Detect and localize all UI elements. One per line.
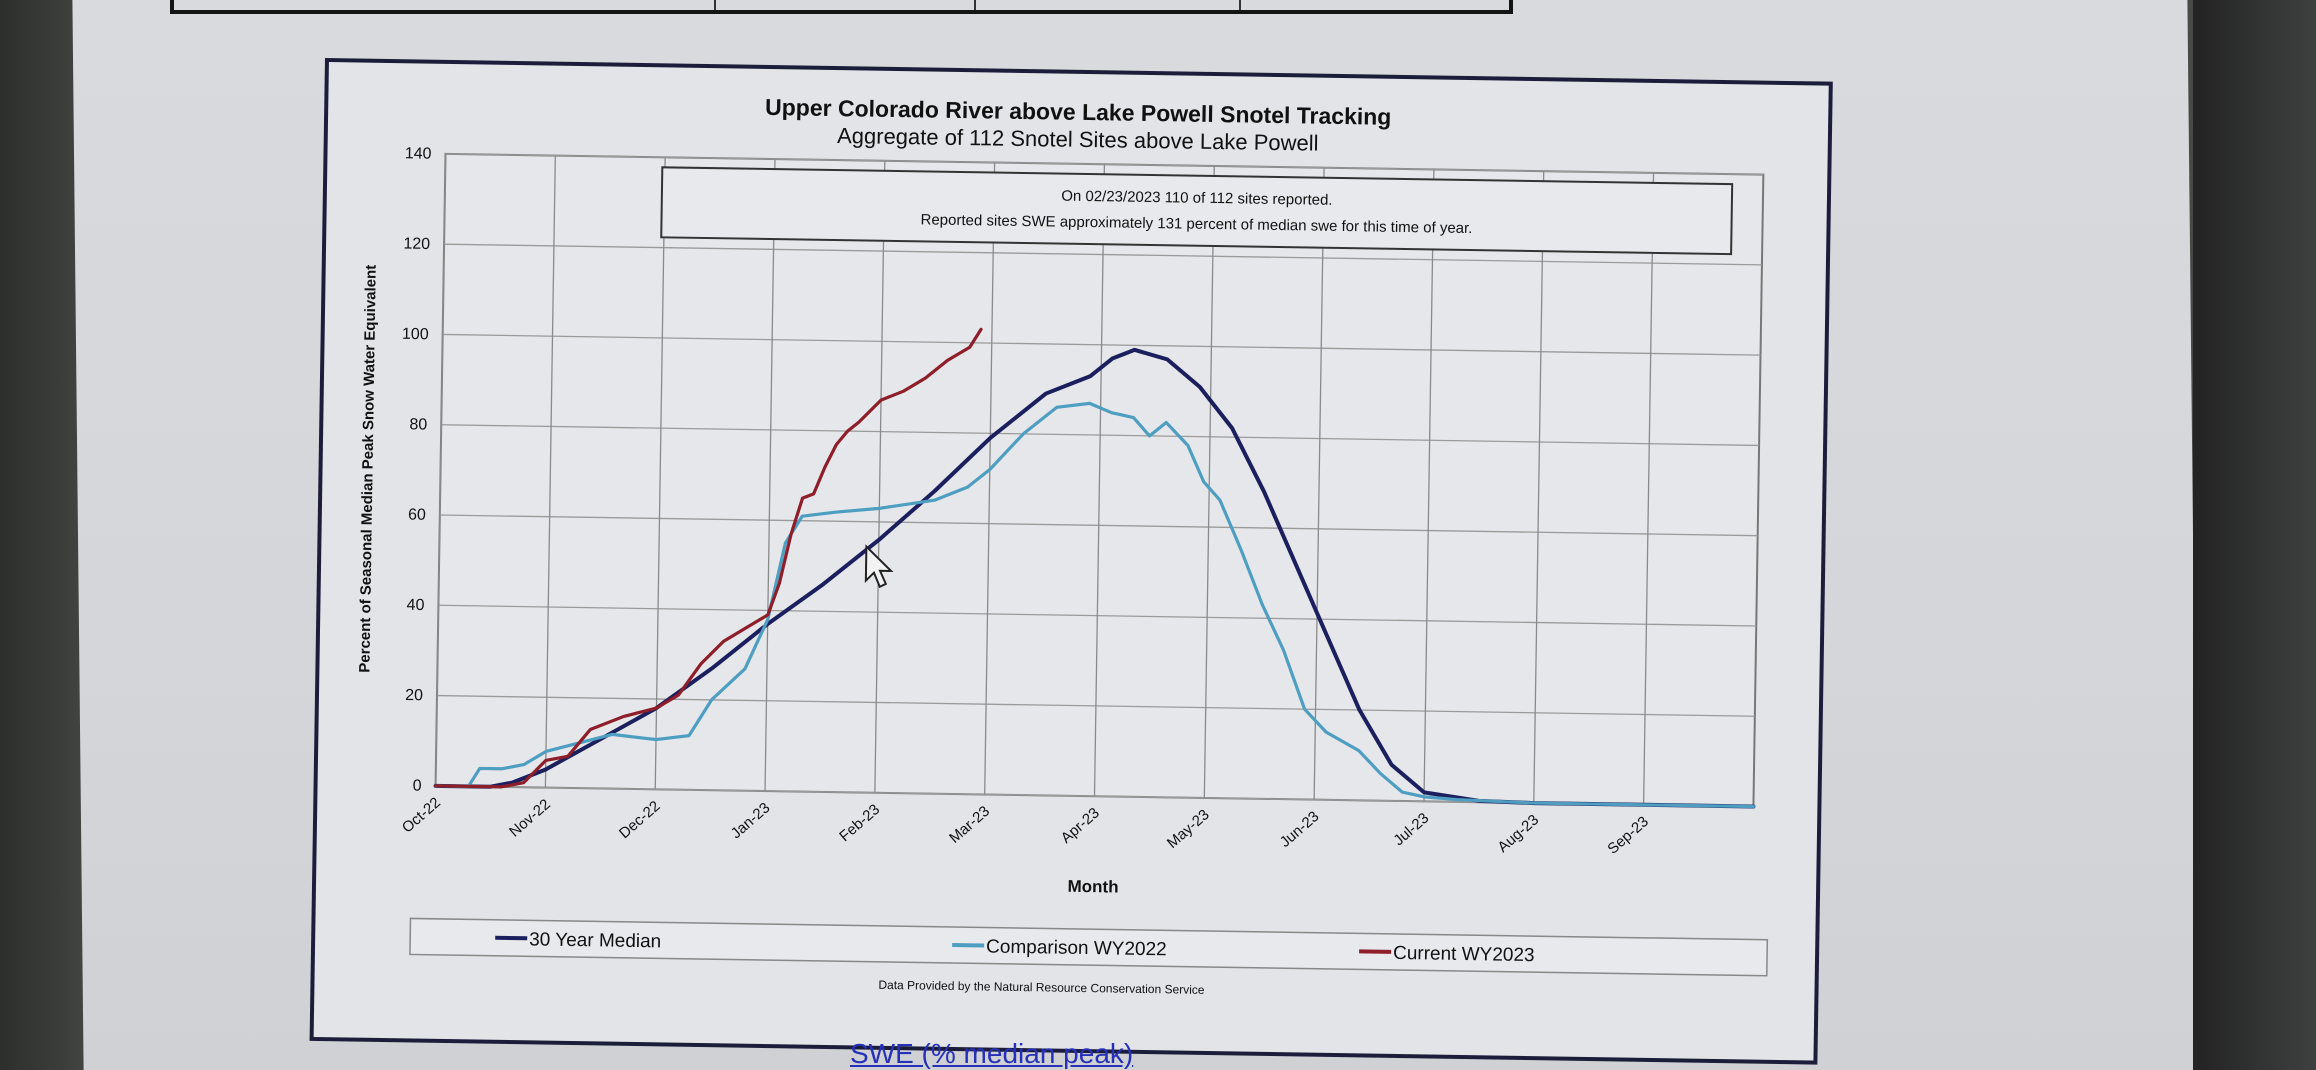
x-tick-labels: Oct-22 Nov-22 Dec-22 Jan-23 Feb-23 Mar-23 Apr-…: [399, 794, 1652, 858]
grid-line-x: [1313, 167, 1325, 800]
annotation-box: On 02/23/2023 110 of 112 sites reported.…: [660, 166, 1734, 256]
table-bottom-edge: [170, 0, 1513, 14]
grid-line-x: [1423, 169, 1435, 802]
x-tick-label: Sep-23: [1604, 813, 1652, 858]
grid-line-x: [544, 155, 556, 788]
legend: 30 Year Median Comparison WY2022 Current…: [409, 917, 1769, 977]
x-tick-label: Dec-22: [616, 798, 664, 843]
x-tick-label: May-23: [1164, 806, 1213, 852]
x-tick-label: Aug-23: [1494, 811, 1542, 856]
legend-label-comparison: Comparison WY2022: [986, 936, 1167, 960]
chart-subtitle: Aggregate of 112 Snotel Sites above Lake…: [837, 123, 1319, 156]
swe-median-peak-link[interactable]: SWE (% median peak): [850, 1038, 1134, 1069]
grid-line-x: [874, 160, 886, 793]
chart-frame: Upper Colorado River above Lake Powell S…: [309, 58, 1833, 1065]
snotel-chart: Upper Colorado River above Lake Powell S…: [356, 94, 1769, 997]
y-tick-label: 40: [406, 597, 424, 614]
grid-line-x: [654, 157, 666, 790]
x-tick-label: Jan-23: [728, 799, 774, 842]
y-axis-label: Percent of Seasonal Median Peak Snow Wat…: [356, 265, 379, 673]
annotation-line-1: On 02/23/2023 110 of 112 sites reported.: [1061, 188, 1333, 209]
grid-line-x: [1093, 164, 1106, 797]
legend-swatch-current: [1359, 949, 1392, 954]
legend-label-median: 30 Year Median: [529, 929, 661, 952]
y-tick-labels: 0 20 40 60 80 100 120 140: [402, 145, 432, 794]
data-source-note: Data Provided by the Natural Resource Co…: [878, 978, 1205, 997]
series-line-comparison: [433, 401, 1756, 809]
grid-line-x: [764, 159, 776, 792]
x-tick-label: Oct-22: [399, 794, 444, 836]
y-tick-label: 100: [402, 326, 429, 343]
x-tick-label: Jul-23: [1390, 810, 1432, 850]
legend-label-current: Current WY2023: [1393, 943, 1535, 966]
grid-line-x: [434, 153, 447, 786]
monitor-bezel: [2193, 0, 2316, 1070]
mouse-cursor-icon: [864, 544, 894, 589]
x-tick-label: Mar-23: [946, 803, 993, 847]
grid-line-x: [1203, 165, 1215, 798]
legend-swatch-comparison: [952, 942, 985, 948]
y-tick-label: 80: [409, 416, 427, 433]
x-tick-label: Nov-22: [506, 796, 554, 841]
series-lines: [433, 327, 1756, 809]
y-tick-label: 140: [405, 145, 432, 162]
series-line-current: [433, 327, 983, 789]
y-tick-label: 20: [405, 687, 423, 704]
grid-line-x: [1533, 171, 1545, 804]
legend-swatch-median: [495, 935, 528, 941]
x-tick-label: Feb-23: [836, 801, 883, 845]
y-tick-label: 0: [413, 777, 422, 794]
series-line-median: [433, 347, 1756, 809]
y-tick-label: 60: [408, 507, 426, 524]
grid-lines: [434, 153, 1764, 808]
grid-line-x: [1642, 172, 1655, 805]
x-tick-label: Apr-23: [1058, 804, 1103, 846]
x-tick-label: Jun-23: [1277, 808, 1323, 851]
grid-line-x: [984, 162, 996, 795]
x-axis-label: Month: [1067, 877, 1118, 897]
y-tick-label: 120: [403, 236, 430, 253]
